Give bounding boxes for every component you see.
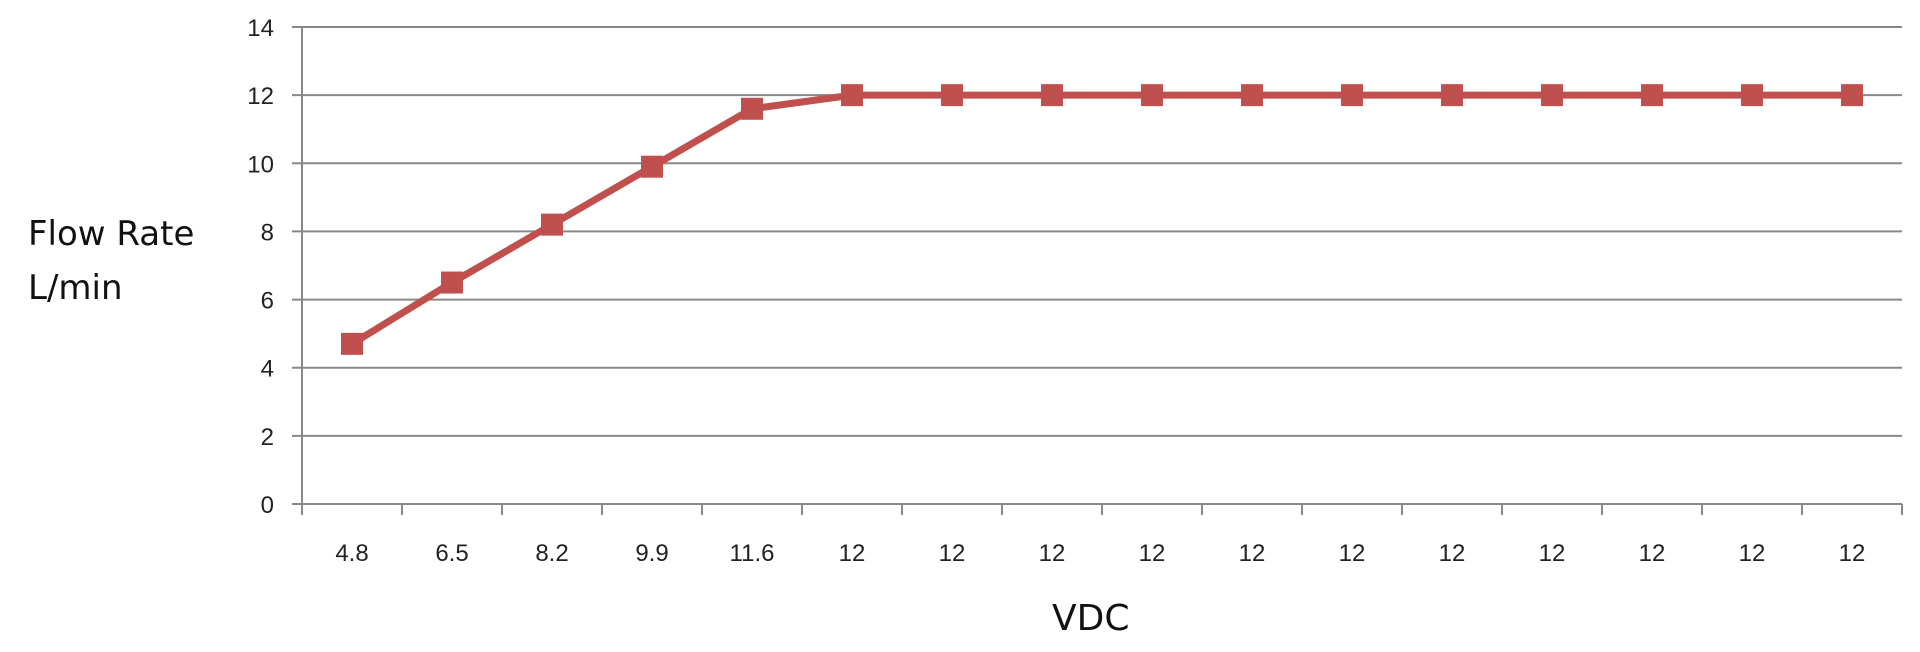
data-point-marker: [741, 97, 763, 120]
y-tick-label: 0: [261, 492, 274, 519]
data-point-marker: [1541, 84, 1563, 107]
x-tick-label: 9.9: [635, 540, 668, 567]
x-tick-label: 12: [1339, 540, 1366, 567]
x-tick-label: 12: [1539, 540, 1566, 567]
x-tick-label: 12: [1439, 540, 1466, 567]
x-axis: 4.8 6.5 8.2 9.9 11.6 12 12 12 12 12 12 12 12 12 12 12: [301, 27, 1903, 567]
x-tick-label: 8.2: [535, 540, 568, 567]
x-tick-label: 12: [1139, 540, 1166, 567]
data-point-marker: [1441, 84, 1463, 107]
data-point-marker: [1041, 84, 1063, 107]
x-tick-label: 12: [1039, 540, 1066, 567]
data-point-marker: [541, 213, 563, 236]
x-tick-label: 11.6: [730, 540, 775, 567]
data-point-marker: [1241, 84, 1263, 107]
y-axis-label-line-1: Flow Rate: [28, 214, 195, 254]
data-point-marker: [941, 84, 963, 107]
x-tick-label: 12: [1739, 540, 1766, 567]
y-axis-label-line-2: L/min: [28, 268, 123, 308]
series-line: [350, 91, 1852, 347]
data-point-marker: [341, 332, 363, 355]
x-tick-label: 12: [839, 540, 866, 567]
data-point-marker: [641, 155, 663, 178]
data-point-marker: [841, 84, 863, 107]
x-tick-label: 4.8: [335, 540, 368, 567]
data-point-marker: [1741, 84, 1763, 107]
x-tick-label: 12: [1839, 540, 1866, 567]
data-point-marker: [1841, 84, 1863, 107]
y-tick-label: 4: [261, 356, 274, 383]
y-tick-label: 14: [247, 15, 274, 42]
x-tick-label: 12: [1239, 540, 1266, 567]
y-tick-label: 6: [261, 288, 274, 315]
x-tick-label: 6.5: [435, 540, 468, 567]
x-axis-label: VDC: [1052, 598, 1130, 639]
data-point-marker: [1641, 84, 1663, 107]
y-tick-label: 8: [261, 219, 274, 246]
data-series: [341, 84, 1863, 355]
data-point-marker: [1341, 84, 1363, 107]
y-tick-label: 2: [261, 424, 274, 451]
x-tick-label: 12: [1639, 540, 1666, 567]
y-tick-label: 12: [247, 83, 274, 110]
data-point-marker: [1141, 84, 1163, 107]
y-tick-label: 10: [247, 151, 274, 178]
x-tick-label: 12: [939, 540, 966, 567]
data-point-marker: [441, 271, 463, 294]
y-axis-ticks: 0 2 4 6 8 10 12 14: [247, 15, 274, 519]
